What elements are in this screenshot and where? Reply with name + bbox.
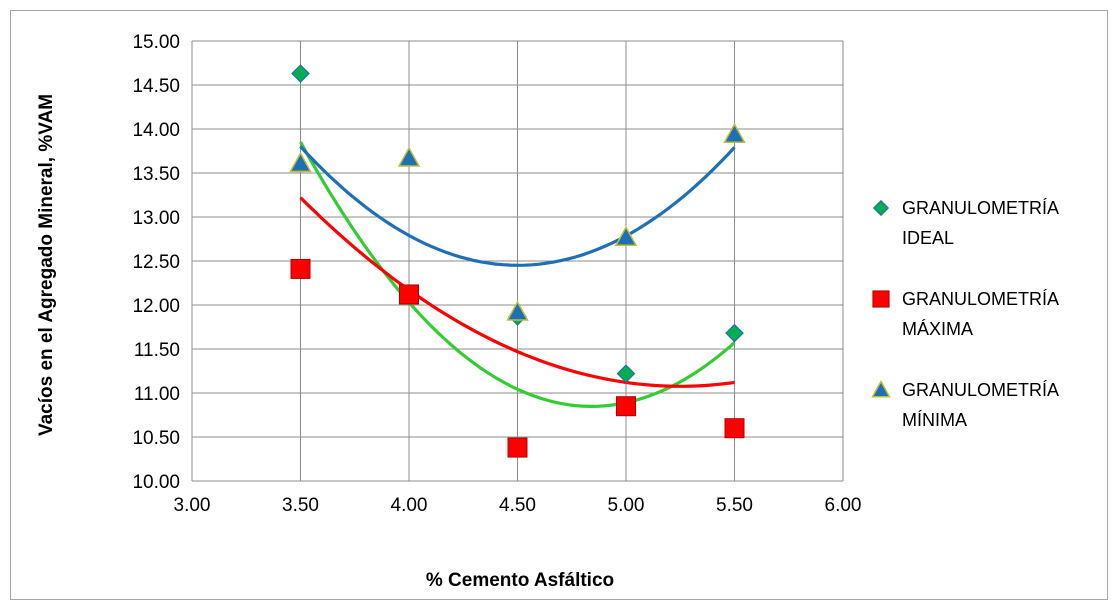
trendline-series-1	[299, 141, 736, 409]
data-point-series-3	[506, 300, 529, 321]
y-tick-label: 12.00	[132, 296, 180, 317]
legend-marker-series-1	[872, 199, 890, 217]
legend-label-series-2: MÁXIMA	[902, 319, 973, 339]
data-point-series-3	[723, 122, 746, 144]
y-tick-label: 15.00	[132, 32, 180, 53]
grid	[191, 40, 844, 482]
y-tick-label: 12.50	[132, 252, 180, 273]
data-point-series-3	[289, 151, 312, 173]
x-tick-label: 4.00	[391, 495, 428, 516]
legend: GRANULOMETRÍA IDEAL GRANULOMETRÍA MÁXIMA GRA…	[871, 198, 1059, 430]
y-tick-label: 13.00	[132, 208, 180, 229]
x-tick-label: 5.50	[716, 495, 753, 516]
tick-labels: 10.00 10.50 11.00 11.50 12.00 12.50 13.00 13.50…	[132, 32, 861, 516]
data-point-series-1	[616, 364, 636, 383]
y-axis-title: Vacíos en el Agregado Mineral, %VAM	[36, 94, 57, 436]
chart-frame	[10, 10, 1108, 600]
legend-marker-series-3	[871, 379, 891, 398]
y-tick-label: 10.00	[132, 472, 180, 493]
y-tick-label: 13.50	[132, 164, 180, 185]
data-point-series-2	[399, 284, 419, 305]
legend-label-series-1: IDEAL	[902, 228, 954, 248]
data-points	[289, 64, 746, 458]
data-point-series-2	[724, 418, 745, 439]
legend-label-series-1: GRANULOMETRÍA	[902, 198, 1059, 218]
trendlines	[299, 141, 736, 409]
data-point-series-2	[290, 258, 311, 279]
trendline-series-2	[299, 196, 735, 388]
trendline-series-3	[299, 145, 736, 267]
x-tick-label: 5.00	[608, 495, 645, 516]
legend-label-series-3: MÍNIMA	[902, 410, 967, 430]
data-point-series-3	[614, 225, 638, 246]
x-axis-title: % Cemento Asfáltico	[426, 570, 614, 591]
data-point-series-1	[725, 323, 744, 343]
y-tick-label: 14.00	[132, 120, 180, 141]
y-tick-label: 11.50	[134, 340, 180, 361]
data-point-series-3	[397, 146, 421, 167]
x-tick-label: 6.00	[825, 495, 862, 516]
x-tick-label: 3.00	[174, 495, 211, 516]
y-tick-label: 14.50	[132, 76, 180, 97]
y-tick-label: 11.00	[134, 384, 180, 405]
legend-marker-series-2	[872, 290, 890, 308]
y-tick-label: 10.50	[132, 428, 180, 449]
x-tick-label: 3.50	[282, 495, 319, 516]
data-point-series-2	[507, 437, 528, 458]
legend-label-series-3: GRANULOMETRÍA	[902, 380, 1059, 400]
data-point-series-1	[291, 64, 310, 83]
x-tick-label: 4.50	[499, 495, 536, 516]
legend-label-series-2: GRANULOMETRÍA	[902, 289, 1059, 309]
data-point-series-2	[616, 396, 636, 417]
